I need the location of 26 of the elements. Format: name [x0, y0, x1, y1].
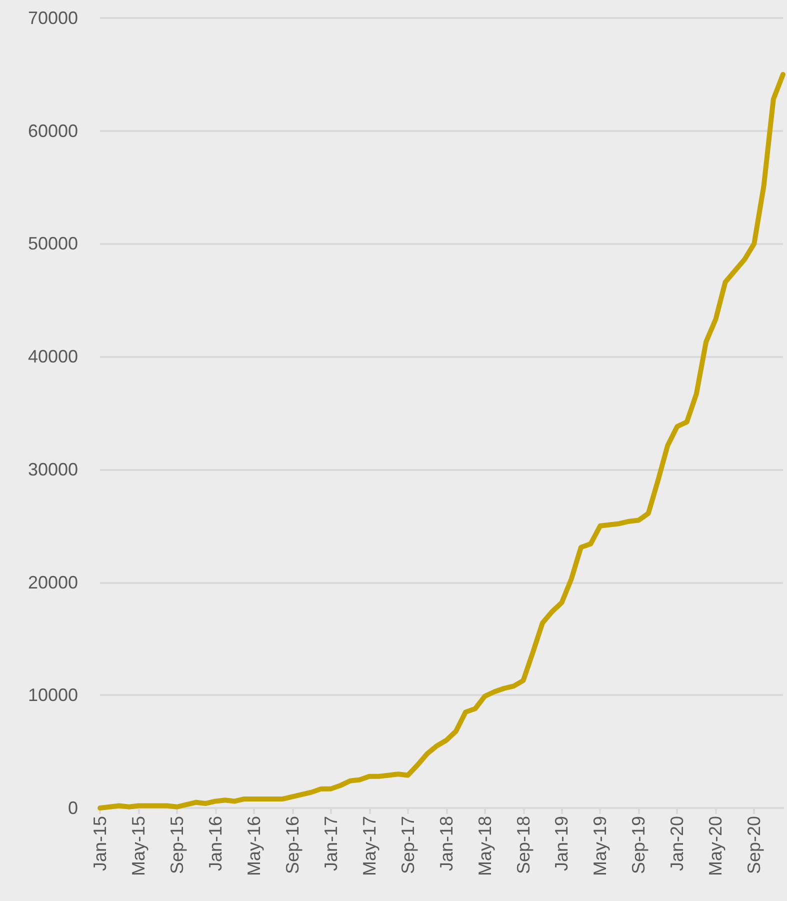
y-tick-label: 0 [68, 798, 78, 818]
x-tick-label: Sep-17 [398, 816, 418, 874]
x-tick-label: May-18 [474, 816, 495, 876]
x-tick-label: Jan-15 [90, 816, 110, 872]
x-tick-label: Sep-20 [744, 816, 764, 874]
x-tick-label: Jan-20 [667, 816, 688, 872]
x-tick-label: May-16 [244, 816, 264, 876]
y-tick-label: 50000 [28, 234, 78, 254]
x-tick-label: Sep-16 [282, 816, 302, 874]
y-tick-label: 20000 [28, 572, 78, 592]
x-tick-label: May-17 [359, 816, 380, 876]
x-tick-label: May-15 [128, 816, 148, 876]
x-tick-label: Jan-17 [320, 816, 341, 872]
x-tick-label: May-19 [590, 816, 610, 876]
x-tick-label: Jan-19 [552, 816, 572, 872]
y-tick-label: 40000 [28, 346, 78, 367]
x-tick-label: Jan-16 [205, 816, 226, 872]
x-tick-label: Sep-18 [513, 816, 534, 874]
y-tick-label: 30000 [28, 459, 78, 480]
x-tick-label: Jan-18 [436, 816, 456, 872]
y-tick-label: 70000 [28, 8, 78, 28]
y-tick-label: 10000 [28, 685, 78, 706]
x-tick-label: Sep-19 [628, 816, 649, 874]
x-tick-label: Sep-15 [166, 816, 187, 874]
x-tick-label: May-20 [706, 816, 726, 876]
y-tick-label: 60000 [28, 120, 78, 141]
